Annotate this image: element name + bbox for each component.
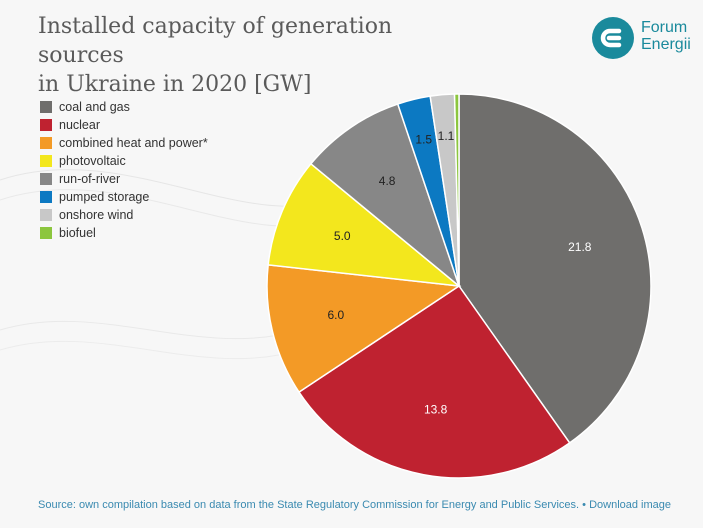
pie-value-label: 1.1 — [438, 129, 455, 143]
legend-item: nuclear — [40, 116, 208, 134]
legend-label: coal and gas — [59, 100, 130, 114]
legend-swatch — [40, 191, 52, 203]
legend-swatch — [40, 209, 52, 221]
logo-text-line-2: Energii — [641, 36, 691, 53]
legend-label: pumped storage — [59, 190, 150, 204]
legend-swatch — [40, 155, 52, 167]
pie-value-label: 21.8 — [568, 240, 592, 254]
legend-swatch — [40, 119, 52, 131]
pie-value-label: 4.8 — [379, 174, 396, 188]
pie-value-label: 5.0 — [334, 229, 351, 243]
legend-label: photovoltaic — [59, 154, 126, 168]
pie-value-label: 13.8 — [424, 403, 448, 417]
legend-item: run-of-river — [40, 170, 208, 188]
chart-title-line-2: in Ukraine in 2020 [GW] — [38, 72, 312, 97]
source-note: Source: own compilation based on data fr… — [38, 498, 688, 512]
pie-slice-combined-heat-and-power — [266, 264, 462, 394]
pie-slice-biofuel — [453, 93, 460, 287]
logo-text: Forum Energii — [641, 19, 691, 53]
pie-slice-photovoltaic — [267, 162, 462, 288]
legend-swatch — [40, 101, 52, 113]
source-text: Source: own compilation based on data fr… — [38, 499, 580, 511]
legend-label: run-of-river — [59, 172, 121, 186]
legend-label: combined heat and power* — [59, 136, 208, 150]
legend-label: nuclear — [59, 118, 100, 132]
chart-title: Installed capacity of generation sources… — [38, 12, 478, 99]
logo-e-icon — [592, 17, 634, 59]
legend-swatch — [40, 137, 52, 149]
chart-title-line-1: Installed capacity of generation sources — [38, 14, 393, 68]
legend-item: photovoltaic — [40, 152, 208, 170]
legend-swatch — [40, 227, 52, 239]
pie-slice-coal-and-gas — [458, 93, 652, 444]
legend-item: coal and gas — [40, 98, 208, 116]
legend-item: pumped storage — [40, 188, 208, 206]
legend-label: biofuel — [59, 226, 96, 240]
pie-value-label: 1.5 — [415, 133, 432, 147]
pie-slice-nuclear — [297, 284, 571, 479]
legend-item: combined heat and power* — [40, 134, 208, 152]
pie-value-label: 6.0 — [327, 308, 344, 322]
legend-item: onshore wind — [40, 206, 208, 224]
pie-slice-run-of-river — [309, 103, 461, 289]
pie-slices — [266, 93, 652, 479]
logo-text-line-1: Forum — [641, 19, 688, 36]
legend-swatch — [40, 173, 52, 185]
legend-item: biofuel — [40, 224, 208, 242]
download-image-link[interactable]: • Download image — [582, 499, 672, 511]
pie-value-labels: 21.8 13.8 6.0 5.0 4.8 1.5 1.1 — [327, 129, 591, 417]
legend-label: onshore wind — [59, 208, 134, 222]
forum-energii-logo[interactable]: Forum Energii — [592, 14, 702, 64]
chart-legend: coal and gas nuclear combined heat and pow… — [40, 98, 208, 242]
